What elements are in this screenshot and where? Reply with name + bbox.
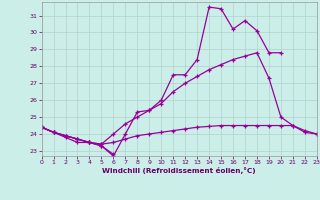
X-axis label: Windchill (Refroidissement éolien,°C): Windchill (Refroidissement éolien,°C) [102, 167, 256, 174]
